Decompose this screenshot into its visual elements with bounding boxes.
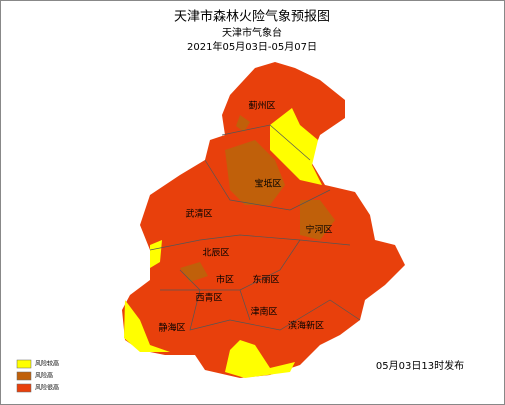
region-high-yellow (124, 300, 170, 352)
title: 天津市森林火险气象预报图 (174, 9, 330, 25)
district-label: 津南区 (250, 306, 277, 318)
legend-swatch (16, 383, 32, 393)
period: 2021年05月03日-05月07日 (187, 40, 317, 53)
issued-note: 05月03日13时发布 (376, 359, 464, 372)
region-high (300, 200, 335, 240)
district-label: 东丽区 (252, 274, 279, 286)
district-label: 西青区 (195, 292, 222, 304)
district-label: 北辰区 (202, 248, 229, 259)
agency: 天津市气象台 (222, 26, 282, 39)
district-label: 宁河区 (305, 224, 332, 236)
region-high-yellow (150, 240, 162, 268)
legend-swatch (16, 359, 32, 369)
district-label: 市区 (216, 274, 234, 286)
district-border (149, 124, 361, 331)
district-label: 蓟州区 (248, 100, 275, 112)
legend-swatch (16, 371, 32, 381)
district-label: 武清区 (185, 208, 212, 220)
region-high (236, 115, 250, 132)
region-high-yellow (225, 340, 295, 378)
map (122, 62, 405, 378)
district-label: 宝坻区 (254, 178, 281, 190)
district-label: 静海区 (158, 322, 185, 334)
region-high-yellow (270, 108, 322, 185)
legend-label: 风险较高 (35, 360, 59, 368)
district-label: 滨海新区 (288, 320, 324, 332)
legend-label: 风险很高 (35, 384, 59, 392)
region-high (225, 140, 285, 205)
legend-label: 风险高 (35, 372, 53, 380)
region-very-high (122, 62, 405, 378)
